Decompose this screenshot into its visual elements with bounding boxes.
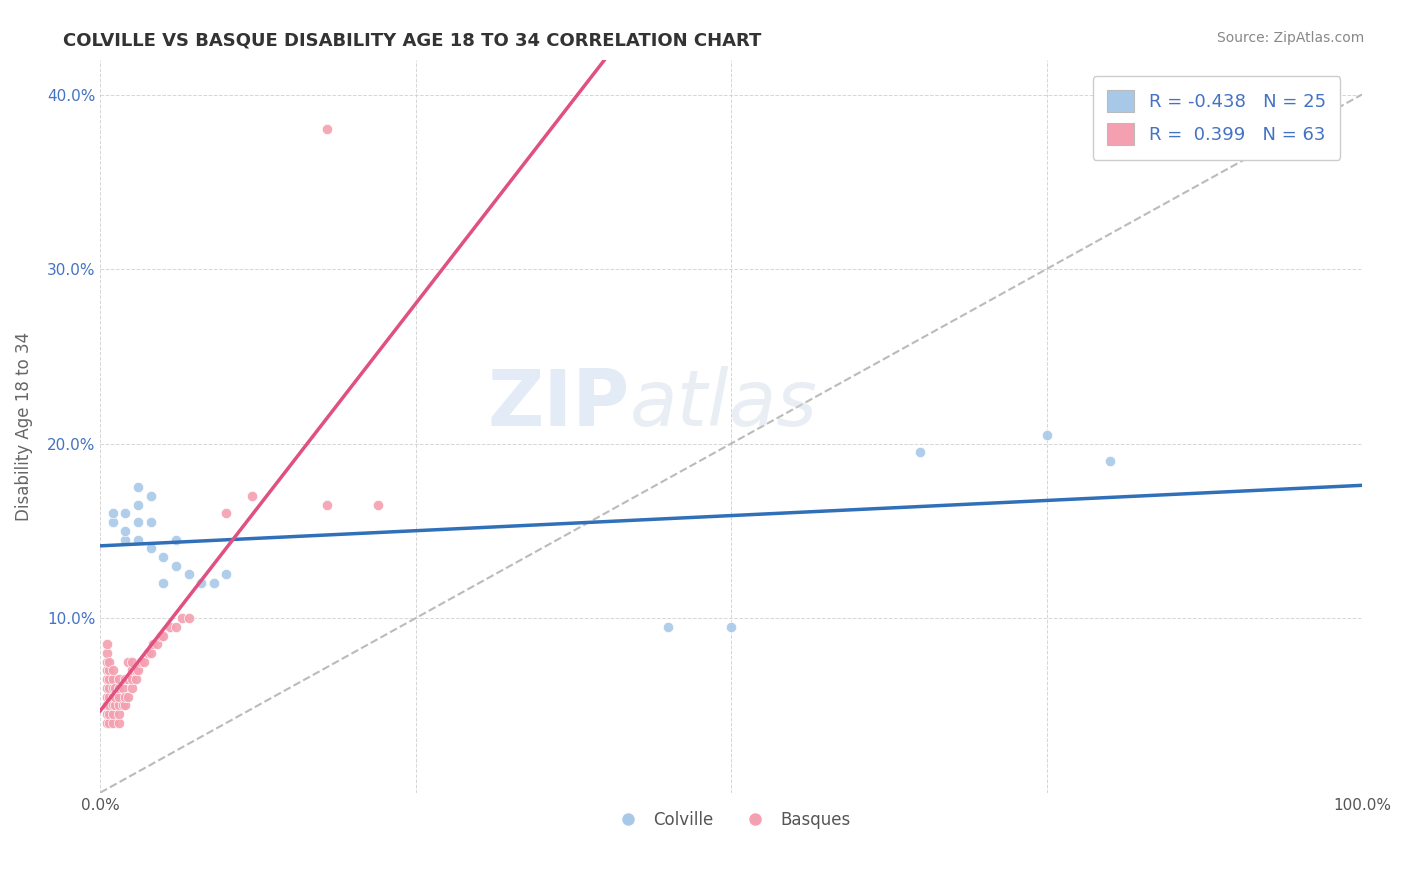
Point [117, 672, 139, 686]
Point [101, 672, 124, 686]
Point [121, 655, 143, 669]
Point [108, 681, 131, 695]
Point [98, 672, 121, 686]
Point [316, 122, 339, 136]
Point [136, 646, 159, 660]
Text: COLVILLE VS BASQUE DISABILITY AGE 18 TO 34 CORRELATION CHART: COLVILLE VS BASQUE DISABILITY AGE 18 TO … [63, 31, 762, 49]
Point [98, 681, 121, 695]
Point [215, 567, 238, 582]
Point [152, 576, 174, 591]
Point [127, 664, 149, 678]
Point [139, 646, 162, 660]
Point [152, 629, 174, 643]
Point [114, 507, 136, 521]
Point [96, 637, 118, 651]
Point [111, 681, 134, 695]
Point [121, 681, 143, 695]
Point [96, 655, 118, 669]
Point [101, 515, 124, 529]
Point [98, 707, 121, 722]
Point [114, 698, 136, 713]
Point [98, 655, 121, 669]
Point [101, 698, 124, 713]
Point [96, 715, 118, 730]
Point [101, 715, 124, 730]
Point [159, 620, 181, 634]
Point [127, 533, 149, 547]
Point [190, 576, 212, 591]
Point [98, 664, 121, 678]
Point [101, 690, 124, 704]
Point [108, 672, 131, 686]
Point [202, 576, 225, 591]
Point [96, 707, 118, 722]
Point [98, 690, 121, 704]
Text: Source: ZipAtlas.com: Source: ZipAtlas.com [1216, 31, 1364, 45]
Point [96, 698, 118, 713]
Point [101, 664, 124, 678]
Point [111, 698, 134, 713]
Point [108, 698, 131, 713]
Point [240, 489, 263, 503]
Point [1098, 454, 1121, 468]
Point [139, 541, 162, 556]
Point [1035, 428, 1057, 442]
Point [114, 672, 136, 686]
Point [96, 664, 118, 678]
Point [367, 498, 389, 512]
Point [114, 533, 136, 547]
Point [101, 681, 124, 695]
Point [152, 549, 174, 564]
Point [101, 507, 124, 521]
Point [96, 690, 118, 704]
Point [127, 498, 149, 512]
Point [104, 698, 127, 713]
Text: atlas: atlas [630, 366, 818, 442]
Point [98, 715, 121, 730]
Legend: Colville, Basques: Colville, Basques [605, 805, 858, 836]
Point [127, 515, 149, 529]
Point [177, 567, 200, 582]
Point [114, 690, 136, 704]
Point [146, 637, 169, 651]
Point [165, 620, 187, 634]
Point [117, 655, 139, 669]
Point [127, 480, 149, 494]
Point [98, 698, 121, 713]
Point [316, 498, 339, 512]
Point [165, 533, 187, 547]
Point [129, 655, 152, 669]
Point [139, 489, 162, 503]
Point [108, 707, 131, 722]
Point [108, 690, 131, 704]
Point [177, 611, 200, 625]
Point [96, 681, 118, 695]
Point [720, 620, 742, 634]
Point [117, 690, 139, 704]
Point [104, 690, 127, 704]
Point [96, 672, 118, 686]
Point [104, 681, 127, 695]
Point [910, 445, 932, 459]
Point [165, 558, 187, 573]
Y-axis label: Disability Age 18 to 34: Disability Age 18 to 34 [15, 332, 32, 521]
Point [149, 629, 172, 643]
Point [139, 515, 162, 529]
Point [172, 611, 194, 625]
Point [101, 707, 124, 722]
Point [124, 672, 146, 686]
Point [114, 524, 136, 538]
Point [121, 672, 143, 686]
Point [134, 655, 156, 669]
Point [124, 664, 146, 678]
Point [121, 664, 143, 678]
Point [657, 620, 679, 634]
Point [96, 646, 118, 660]
Point [142, 637, 165, 651]
Point [108, 715, 131, 730]
Point [215, 507, 238, 521]
Text: ZIP: ZIP [488, 366, 630, 442]
